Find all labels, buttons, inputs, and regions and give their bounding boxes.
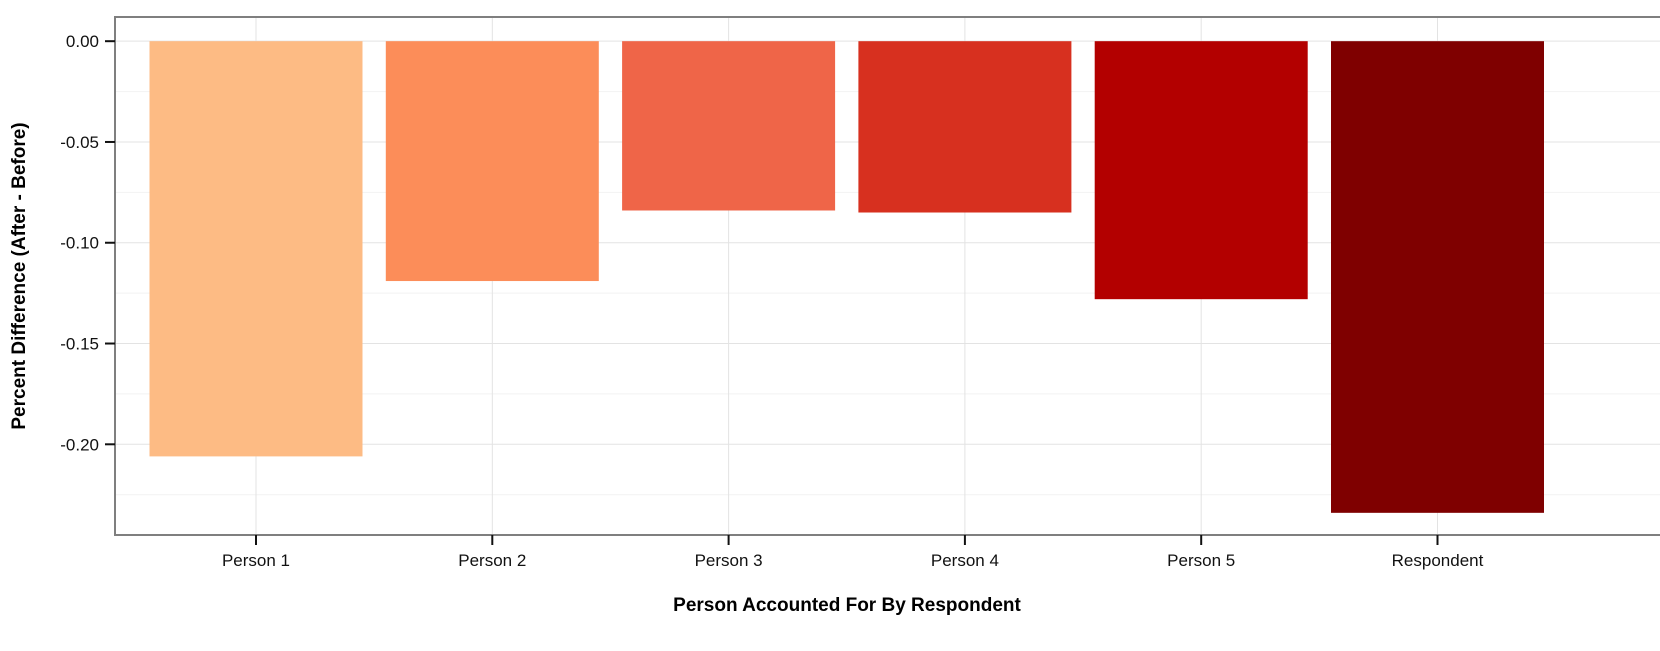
x-tick-label: Person 3 [695, 551, 763, 570]
bar-person-5 [1094, 41, 1308, 300]
bar-person-4 [858, 41, 1072, 213]
y-tick-label: 0.00 [66, 32, 99, 51]
x-tick-label: Person 4 [931, 551, 999, 570]
bar-respondent [1331, 41, 1544, 513]
x-tick-label: Person 1 [222, 551, 290, 570]
bar-person-3 [622, 41, 836, 211]
y-axis: 0.00 -0.05 -0.10 -0.15 -0.20 [60, 32, 115, 454]
y-axis-title: Percent Difference (After - Before) [9, 122, 30, 429]
x-tick-label: Respondent [1392, 551, 1484, 570]
x-tick-label: Person 2 [458, 551, 526, 570]
bar-person-1 [149, 41, 363, 457]
y-tick-label: -0.10 [60, 234, 99, 253]
x-tick-label: Person 5 [1167, 551, 1235, 570]
x-axis: Person 1 Person 2 Person 3 Person 4 Person 5… [222, 535, 1484, 570]
plot-panel-border [114, 16, 1660, 536]
y-tick-label: -0.05 [60, 133, 99, 152]
x-axis-title: Person Accounted For By Respondent [673, 595, 1021, 616]
y-tick-label: -0.15 [60, 335, 99, 354]
bar-person-2 [385, 41, 599, 282]
bars [149, 41, 1544, 513]
y-tick-label: -0.20 [60, 435, 99, 454]
